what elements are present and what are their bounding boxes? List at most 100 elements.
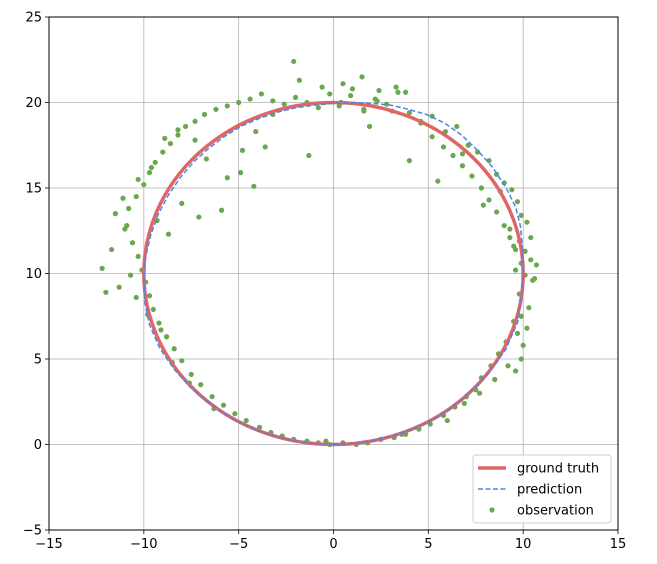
observation-point: [232, 411, 238, 417]
observation-point: [327, 91, 333, 97]
observation-point: [501, 223, 507, 229]
observation-point: [486, 158, 492, 164]
observation-point: [236, 99, 242, 106]
observation-point: [224, 175, 230, 181]
observation-point: [203, 156, 210, 162]
observation-point: [160, 149, 166, 155]
observation-point: [112, 211, 118, 217]
x-tick-label: 10: [515, 537, 532, 552]
observation-point: [158, 327, 164, 333]
observation-point: [291, 58, 297, 65]
observation-point: [146, 293, 153, 299]
observation-point: [262, 144, 268, 150]
observation-point: [306, 152, 312, 159]
observation-point: [450, 152, 456, 159]
legend-label: ground truth: [517, 462, 599, 477]
observation-point: [163, 334, 170, 340]
observation-point: [133, 193, 139, 200]
observation-point: [528, 257, 534, 263]
observation-point: [406, 110, 412, 116]
observation-point: [478, 185, 485, 191]
observation-point: [384, 101, 390, 107]
observation-point: [361, 108, 367, 114]
observation-point: [514, 199, 521, 205]
observation-point: [507, 234, 513, 241]
y-tick-label: 5: [34, 353, 42, 368]
x-tick-label: 15: [610, 537, 627, 552]
observation-point: [209, 394, 215, 400]
observation-point: [475, 149, 481, 155]
observation-point: [512, 368, 519, 374]
observation-point: [167, 140, 173, 147]
observation-point: [196, 214, 202, 220]
observation-point: [406, 158, 412, 164]
observation-point: [315, 105, 321, 111]
observation-point: [340, 81, 346, 87]
y-tick-label: 0: [34, 438, 42, 453]
plot-series: [99, 58, 540, 448]
x-tick-label: −15: [35, 537, 62, 552]
observation-point: [129, 240, 136, 246]
observation-point: [518, 313, 524, 319]
x-tick-label: −5: [229, 537, 248, 552]
observation-point: [323, 438, 329, 444]
observation-point: [281, 101, 287, 107]
observation-point: [141, 181, 147, 188]
observation-point: [512, 267, 519, 273]
observation-point: [372, 96, 378, 102]
observation-point: [150, 306, 156, 313]
observation-point: [116, 284, 122, 290]
observation-point: [402, 89, 409, 95]
observation-point: [220, 402, 227, 408]
x-tick-label: −10: [130, 537, 157, 552]
observation-point: [247, 96, 253, 102]
axis-ticks: −15 −10 −5 0 5 10 15 −5 0 5 10 15 20 25: [23, 11, 626, 553]
observation-point: [192, 118, 198, 124]
observation-point: [526, 305, 532, 311]
observation-point: [253, 128, 259, 135]
legend: ground truth prediction observation: [472, 454, 612, 524]
observation-point: [465, 142, 471, 148]
observation-point: [429, 134, 435, 140]
x-tick-label: 5: [424, 537, 432, 552]
observation-point: [461, 400, 467, 407]
observation-point: [218, 207, 225, 213]
observation-point: [192, 137, 198, 143]
observation-point: [319, 84, 325, 90]
observation-point: [533, 262, 540, 268]
observation-point: [258, 91, 265, 97]
observation-point: [518, 212, 524, 218]
observation-point: [518, 356, 524, 362]
observation-point: [444, 417, 450, 424]
observation-point: [492, 376, 498, 383]
legend-label: observation: [517, 504, 594, 519]
observation-point: [237, 170, 244, 176]
observation-point: [459, 163, 466, 169]
observation-point: [171, 346, 177, 352]
observation-point: [175, 127, 181, 133]
observation-point: [459, 151, 466, 157]
observation-point: [251, 183, 257, 189]
legend-box: [472, 454, 612, 524]
observation-point: [120, 195, 126, 201]
observation-point: [292, 94, 299, 100]
prediction-layer: [143, 101, 524, 446]
legend-swatch-observation: [489, 507, 495, 513]
observation-point: [509, 187, 515, 193]
observation-point: [376, 87, 382, 94]
observation-point: [99, 265, 105, 271]
observation-point: [359, 74, 365, 80]
observation-point: [505, 363, 511, 369]
observation-point: [165, 231, 172, 237]
observation-point: [124, 223, 130, 229]
observation-point: [146, 170, 153, 176]
observation-point: [126, 205, 132, 212]
observation-point: [179, 200, 185, 206]
observation-point: [188, 371, 194, 377]
observation-point: [476, 390, 483, 396]
prediction-line: [143, 101, 524, 446]
observation-point: [127, 272, 134, 278]
observation-point: [454, 123, 460, 130]
observation-point: [440, 144, 447, 150]
